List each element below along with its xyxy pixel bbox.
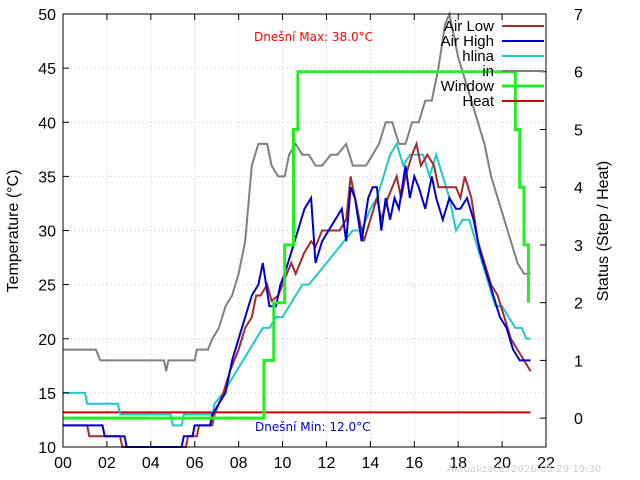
y-tick-label: 25 <box>38 278 56 295</box>
x-tick-label: 08 <box>230 455 248 472</box>
y2-ticks: 0 1 2 3 4 5 6 7 <box>540 7 583 428</box>
x-tick-label: 22 <box>537 455 555 472</box>
x-tick-label: 02 <box>98 455 116 472</box>
y2-tick-label: 1 <box>574 353 583 370</box>
x-tick-label: 18 <box>449 455 467 472</box>
x-tick-label: 00 <box>54 455 72 472</box>
y-tick-label: 35 <box>38 169 56 186</box>
last-updated-label: Aktualizace: 2026-05-29 19:30 <box>447 464 601 475</box>
y-tick-label: 50 <box>38 7 56 24</box>
legend-label: Air High <box>441 33 494 50</box>
y-tick-label: 15 <box>38 386 56 403</box>
y2-tick-label: 2 <box>574 296 583 313</box>
series-line-window <box>63 70 530 420</box>
x-tick-label: 06 <box>186 455 204 472</box>
x-tick-label: 12 <box>318 455 336 472</box>
legend-label: Air Low <box>444 18 494 35</box>
min-temp-annotation: Dnešní Min: 12.0°C <box>255 420 370 434</box>
y2-tick-label: 4 <box>574 180 583 197</box>
x-tick-label: 04 <box>142 455 160 472</box>
x-ticks: 00 02 04 06 08 10 12 14 16 18 20 22 <box>54 14 555 472</box>
y-axis-title: Temperature (°C) <box>5 170 22 293</box>
x-tick-label: 16 <box>405 455 423 472</box>
legend-label: in <box>482 63 494 80</box>
y-tick-label: 45 <box>38 61 56 78</box>
x-tick-label: 20 <box>493 455 511 472</box>
y2-tick-label: 5 <box>574 122 583 139</box>
y-tick-label: 10 <box>38 440 56 457</box>
y2-tick-label: 6 <box>574 65 583 82</box>
y2-tick-label: 0 <box>574 411 583 428</box>
series-line-hlina <box>63 141 531 427</box>
series-line-air-high <box>63 165 531 448</box>
y2-tick-label: 7 <box>574 7 583 24</box>
y-tick-label: 20 <box>38 332 56 349</box>
y2-axis-title: Status (Step / Heat) <box>595 161 612 302</box>
y-ticks: 10 15 20 25 30 35 40 45 50 <box>38 7 69 457</box>
series-line-in <box>63 10 531 372</box>
legend-label: Heat <box>462 93 495 110</box>
x-tick-label: 10 <box>274 455 292 472</box>
y-tick-label: 30 <box>38 224 56 241</box>
legend-label: Window <box>441 78 495 95</box>
legend-label: hlina <box>462 48 494 65</box>
max-temp-annotation: Dnešní Max: 38.0°C <box>254 30 373 44</box>
x-tick-label: 14 <box>361 455 379 472</box>
y2-tick-label: 3 <box>574 238 583 255</box>
y-tick-label: 40 <box>38 115 56 132</box>
plot-lines <box>63 10 532 448</box>
